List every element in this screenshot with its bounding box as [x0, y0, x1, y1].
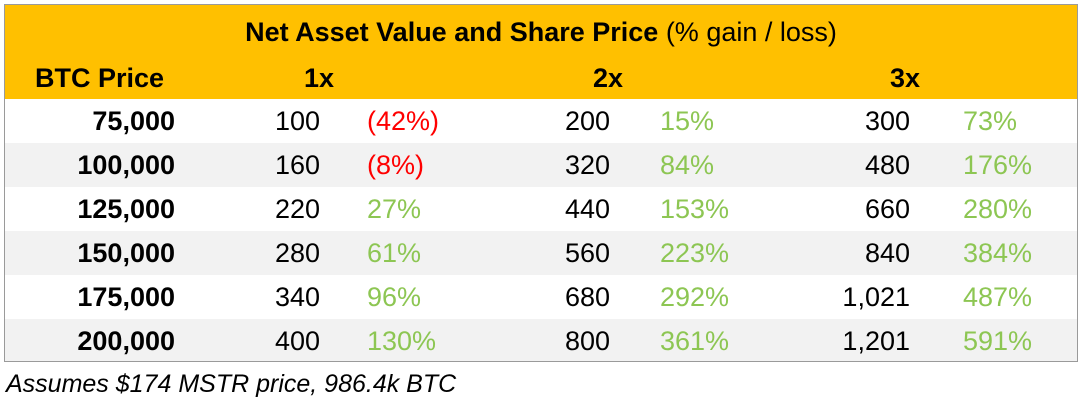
column-header-btc-price: BTC Price [35, 63, 165, 93]
column-header-3x: 3x [889, 63, 921, 93]
change-1x-cell: (42%) [367, 106, 440, 136]
column-header-1x: 1x [303, 63, 335, 93]
table-row: 150,000 280 61% 560 223% 840 384% [5, 231, 1077, 275]
change-1x-cell: 61% [367, 238, 422, 268]
change-3x-cell: 384% [963, 238, 1033, 268]
btc-price-cell: 175,000 [77, 282, 175, 312]
nav-share-price-table: Net Asset Value and Share Price (% gain … [4, 4, 1078, 362]
change-2x-cell: 361% [660, 326, 730, 356]
value-1x-cell: 160 [274, 150, 320, 180]
change-1x-cell: 27% [367, 194, 422, 224]
btc-price-cell: 100,000 [77, 150, 175, 180]
value-1x-cell: 280 [274, 238, 320, 268]
value-1x-cell: 340 [274, 282, 320, 312]
table-row: 200,000 400 130% 800 361% 1,201 591% [5, 319, 1077, 361]
column-header-2x: 2x [592, 63, 624, 93]
btc-price-cell: 75,000 [92, 106, 175, 136]
table-title: Net Asset Value and Share Price (% gain … [5, 13, 1077, 51]
change-2x-cell: 223% [660, 238, 730, 268]
value-3x-cell: 660 [864, 194, 910, 224]
change-3x-cell: 176% [963, 150, 1033, 180]
value-2x-cell: 680 [564, 282, 610, 312]
change-2x-cell: 84% [660, 150, 715, 180]
change-3x-cell: 591% [963, 326, 1033, 356]
change-1x-cell: (8%) [367, 150, 425, 180]
value-2x-cell: 440 [564, 194, 610, 224]
value-1x-cell: 400 [274, 326, 320, 356]
table-title-sub: (% gain / loss) [665, 17, 837, 47]
change-1x-cell: 130% [367, 326, 437, 356]
value-3x-cell: 300 [864, 106, 910, 136]
value-2x-cell: 200 [564, 106, 610, 136]
value-3x-cell: 480 [864, 150, 910, 180]
footnote: Assumes $174 MSTR price, 986.4k BTC [6, 370, 457, 398]
value-3x-cell: 1,021 [842, 282, 910, 312]
change-3x-cell: 280% [963, 194, 1033, 224]
column-headers: BTC Price 1x 2x 3x [5, 59, 1077, 97]
value-2x-cell: 800 [564, 326, 610, 356]
btc-price-cell: 150,000 [77, 238, 175, 268]
change-2x-cell: 153% [660, 194, 730, 224]
table-row: 175,000 340 96% 680 292% 1,021 487% [5, 275, 1077, 319]
table-row: 100,000 160 (8%) 320 84% 480 176% [5, 143, 1077, 187]
btc-price-cell: 200,000 [77, 326, 175, 356]
change-2x-cell: 292% [660, 282, 730, 312]
value-2x-cell: 560 [564, 238, 610, 268]
value-1x-cell: 100 [274, 106, 320, 136]
table-row: 75,000 100 (42%) 200 15% 300 73% [5, 99, 1077, 143]
change-3x-cell: 487% [963, 282, 1033, 312]
value-2x-cell: 320 [564, 150, 610, 180]
change-3x-cell: 73% [963, 106, 1018, 136]
btc-price-cell: 125,000 [77, 194, 175, 224]
table-body: 75,000 100 (42%) 200 15% 300 73% 100,000 160 (8%)… [5, 99, 1077, 361]
value-1x-cell: 220 [274, 194, 320, 224]
change-1x-cell: 96% [367, 282, 422, 312]
table-header: Net Asset Value and Share Price (% gain … [5, 5, 1077, 99]
table-title-main: Net Asset Value and Share Price [245, 17, 659, 47]
change-2x-cell: 15% [660, 106, 715, 136]
value-3x-cell: 1,201 [842, 326, 910, 356]
value-3x-cell: 840 [864, 238, 910, 268]
table-row: 125,000 220 27% 440 153% 660 280% [5, 187, 1077, 231]
